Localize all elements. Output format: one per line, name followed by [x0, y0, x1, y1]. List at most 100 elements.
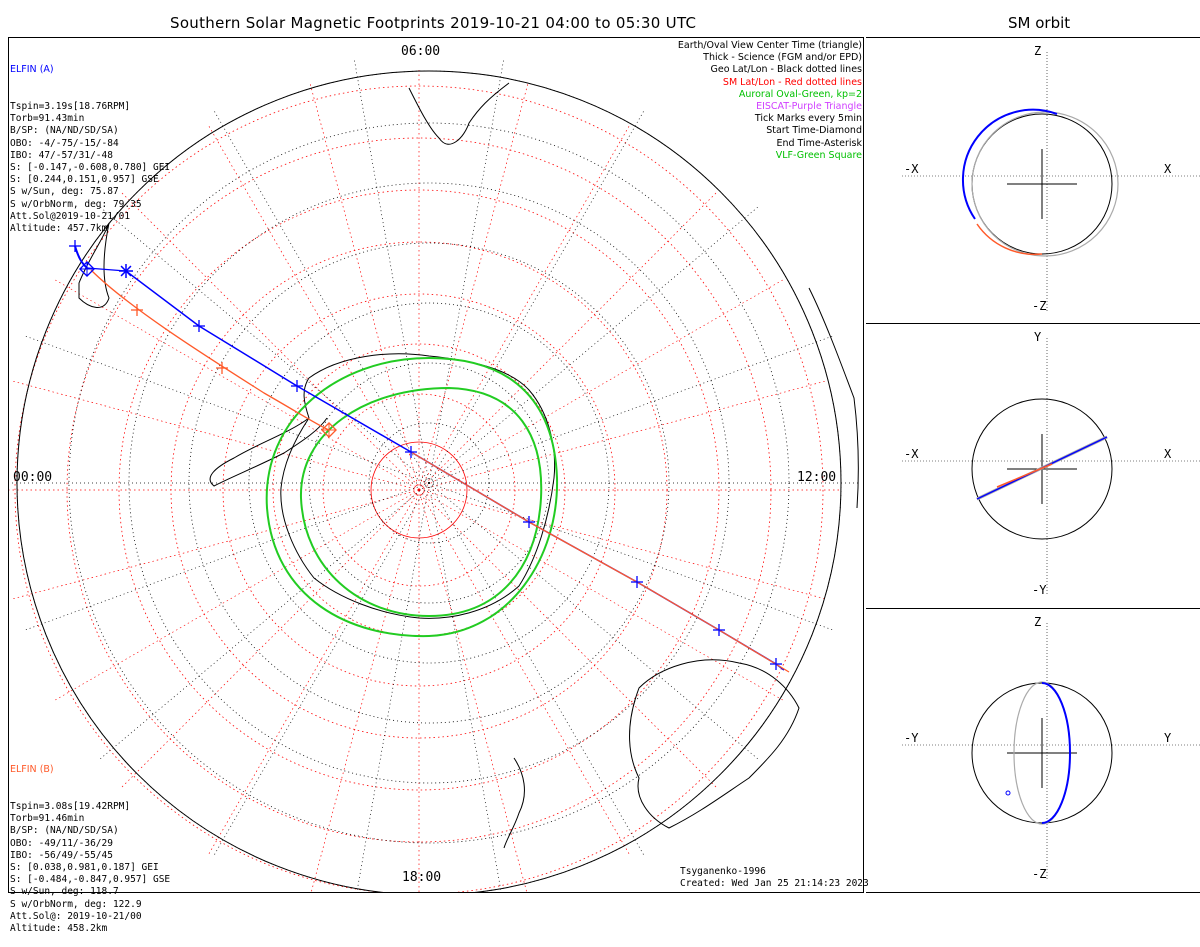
elfin-a-title: ELFIN (A): [10, 64, 54, 76]
sm-lon-line: [55, 279, 420, 491]
elfin_b-line: IBO: -56/49/-55/45: [10, 849, 113, 861]
auroral-oval-inner: [299, 386, 543, 618]
sm-lon-line: [418, 192, 717, 491]
model-credit: Tsyganenko-1996: [680, 866, 766, 877]
geo-lon-line: [428, 482, 759, 760]
elfin_b-line: OBO: -49/11/-36/29: [10, 837, 113, 849]
created-credit: Created: Wed Jan 25 21:14:23 2023: [680, 878, 869, 889]
orbit-axis-label: Y: [1164, 731, 1172, 745]
elfin_a-line: S: [-0.147,-0.608,0.780] GEI: [10, 162, 171, 174]
sm-lon-line: [418, 489, 717, 788]
geo-lon-line: [24, 335, 430, 484]
peninsula-coastline: [209, 417, 328, 487]
orbit-axis-label: -Y: [904, 731, 919, 745]
elfin_b-line: S: [0.038,0.981,0.187] GEI: [10, 862, 159, 874]
legend-entry: Tick Marks every 5min: [754, 113, 862, 125]
sm-grid: [9, 70, 839, 892]
elfin-b-title: ELFIN (B): [10, 764, 54, 776]
elfin_a-line: IBO: 47/-57/31/-48: [10, 149, 113, 161]
geo-lon-line: [428, 482, 645, 856]
sm-lon-line: [418, 489, 528, 892]
orbit-title: SM orbit: [1008, 14, 1071, 32]
earth-outline: [971, 398, 1113, 540]
elfin-b-tick: [216, 362, 228, 374]
elfin-a-track-start: [74, 245, 88, 269]
geo-lon-line: [428, 482, 502, 892]
orbit-panel-xz: -X X Z -Z: [866, 37, 1200, 324]
sm-lon-line: [55, 489, 420, 701]
elfin_b-line: Torb=91.46min: [10, 813, 85, 825]
south-america-coastline: [78, 222, 110, 308]
orbit-plot: [902, 338, 1200, 595]
orbit-axis-label: -X: [904, 162, 919, 176]
legend-entry: End Time-Asterisk: [776, 137, 862, 149]
orbit-plot: [902, 623, 1200, 879]
auroral-oval: [265, 356, 559, 638]
elfin_b-line: B/SP: (NA/ND/SD/SA): [10, 825, 119, 837]
auroral-oval-outer: [265, 356, 559, 638]
elfin_b-line: Att.Sol@: 2019-10-21/00: [10, 910, 142, 922]
legend-entry: Earth/Oval View Center Time (triangle): [677, 40, 862, 51]
legend: Earth/Oval View Center Time (triangle) Th…: [678, 40, 862, 162]
elfin-a-tick: [405, 446, 417, 458]
elfin_b-line: S w/Sun, deg: 118.7: [10, 886, 119, 898]
orbit-axis-label: -Z: [1032, 867, 1047, 881]
legend-entry: EISCAT-Purple Triangle: [756, 101, 862, 113]
orbit-a-arc: [961, 108, 1058, 220]
sm-lon-line: [208, 489, 420, 854]
sm-lat-circle: [370, 441, 468, 539]
elfin_b-line: S: [-0.484,-0.847,0.957] GSE: [10, 874, 171, 886]
elfin-a-start-diamond: [79, 261, 95, 277]
legend-entry: Start Time-Diamond: [766, 125, 862, 137]
orbit-axis-label: Z: [1034, 44, 1042, 58]
orbit-axis-label: -Y: [1032, 583, 1047, 597]
orbit-axis-label: Y: [1034, 330, 1042, 344]
geo-lon-line: [428, 59, 505, 484]
orbit-b-line: [996, 463, 1053, 488]
orbit-axis-label: X: [1164, 447, 1172, 461]
elfin-b-info: ELFIN (B) Tspin=3.08s[19.42RPM] Torb=91.4…: [10, 740, 170, 947]
sm-lon-line: [13, 380, 420, 491]
geo-grid: [9, 59, 859, 892]
sm-lon-line: [418, 279, 783, 491]
footprint-map: [9, 59, 859, 892]
map-label-06: 06:00: [401, 44, 441, 59]
orbit-axis-label: Z: [1034, 615, 1042, 629]
elfin-b-start-diamond: [321, 422, 337, 438]
orbit-start-marker: [1005, 790, 1011, 796]
right-coastline: [808, 287, 859, 509]
sm-lat-circle: [222, 293, 616, 687]
elfin-a-info: ELFIN (A) Tspin=3.19s[18.76RPM] Torb=91.4…: [10, 40, 170, 247]
geo-lon-line: [356, 482, 430, 892]
geo-lon-line: [213, 110, 430, 484]
sm-lat-circle: [14, 85, 824, 892]
orbit-panel-yz: -Y Y Z -Z: [866, 609, 1200, 893]
orbit-gray: [971, 111, 1119, 257]
sm-lon-line: [418, 489, 825, 600]
elfin_a-line: S w/OrbNorm, deg: 79.35: [10, 198, 142, 210]
legend-entry: Thick - Science (FGM and/or EPD): [703, 52, 862, 64]
sm-lon-line: [208, 126, 420, 491]
legend-entry: VLF-Green Square: [775, 149, 862, 161]
orbit-panel-xy: -X X Y -Y: [866, 324, 1200, 609]
elfin-a-tick: [770, 658, 782, 670]
elfin_b-line: S w/OrbNorm, deg: 122.9: [10, 898, 142, 910]
sm-lon-line: [418, 489, 783, 701]
sm-lon-line: [418, 84, 529, 491]
footprint-map-panel: 06:00 00:00 12:00 18:00: [8, 37, 864, 893]
new-zealand-coastline: [503, 757, 525, 849]
elfin_a-line: OBO: -4/-75/-15/-84: [10, 137, 119, 149]
elfin_a-line: S: [0.244,0.151,0.957] GSE: [10, 174, 159, 186]
elfin-a-tick: [523, 516, 535, 528]
footprint-tracks: [69, 240, 790, 673]
orbit-axis-label: -X: [904, 447, 919, 461]
map-boundary: [16, 70, 842, 892]
orbit-axis-label: X: [1164, 162, 1172, 176]
elfin_a-line: Att.Sol@2019-10-21/01: [10, 210, 131, 222]
elfin-a-tick: [193, 320, 205, 332]
map-label-18: 18:00: [402, 870, 442, 885]
orbit-b-arc: [976, 223, 1043, 256]
africa-coastline: [408, 82, 510, 145]
elfin-a-tick: [631, 576, 643, 588]
elfin_a-line: Tspin=3.19s[18.76RPM]: [10, 101, 131, 113]
